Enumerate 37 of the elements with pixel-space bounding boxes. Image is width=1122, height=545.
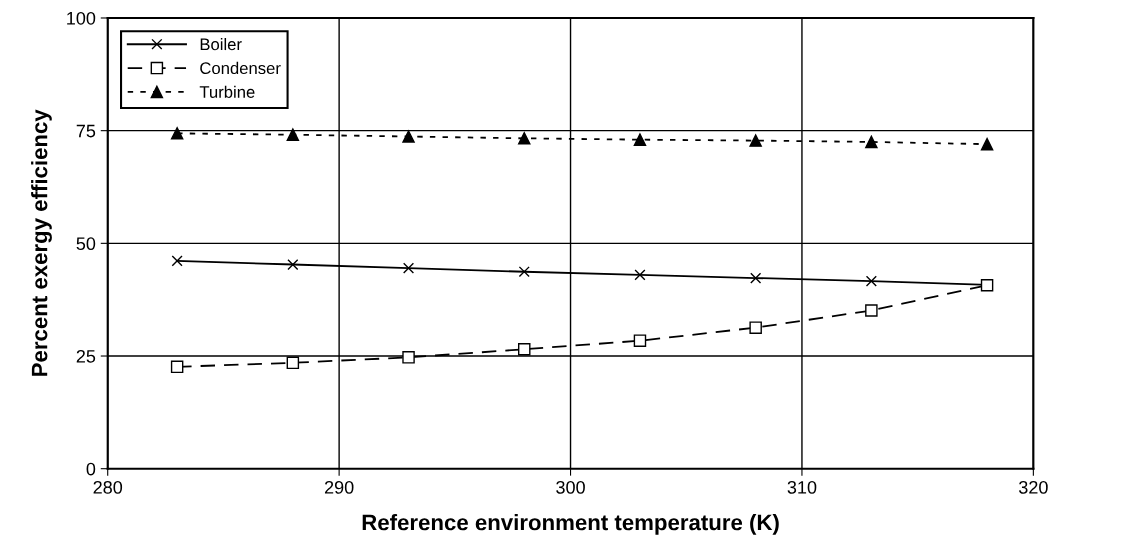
point xyxy=(402,262,415,274)
point xyxy=(749,321,762,334)
legend-label: Turbine xyxy=(199,85,255,98)
x-tick-label: 280 xyxy=(93,480,123,494)
point xyxy=(286,356,300,370)
y-axis-title: Percent exergy efficiency xyxy=(31,109,52,376)
y-tick-label: 100 xyxy=(67,11,96,25)
point xyxy=(286,128,300,141)
x-tick-label: 310 xyxy=(787,480,817,494)
point xyxy=(633,133,647,146)
y-tick-label: 75 xyxy=(76,124,96,138)
point xyxy=(750,272,762,284)
x-axis-title: Reference environment temperature (K) xyxy=(362,514,779,535)
point xyxy=(518,343,531,356)
y-tick-label: 25 xyxy=(76,349,96,363)
point xyxy=(518,266,530,278)
point xyxy=(518,132,531,145)
point xyxy=(634,269,646,281)
y-tick-label: 0 xyxy=(86,462,96,476)
point xyxy=(865,304,878,317)
point xyxy=(865,135,878,149)
x-tick-label: 290 xyxy=(324,480,354,494)
point xyxy=(980,137,994,151)
y-tick-label: 50 xyxy=(76,237,96,251)
legend-label: Condenser xyxy=(200,61,281,75)
point xyxy=(170,360,184,374)
point xyxy=(402,130,415,143)
x-tick-label: 300 xyxy=(556,480,585,494)
point xyxy=(865,275,877,287)
point xyxy=(170,127,184,140)
point xyxy=(749,134,762,147)
legend-label: Boiler xyxy=(200,37,242,51)
x-tick-label: 320 xyxy=(1018,480,1048,494)
point xyxy=(287,258,299,271)
point xyxy=(171,255,183,267)
point xyxy=(633,334,647,347)
point xyxy=(402,351,415,364)
